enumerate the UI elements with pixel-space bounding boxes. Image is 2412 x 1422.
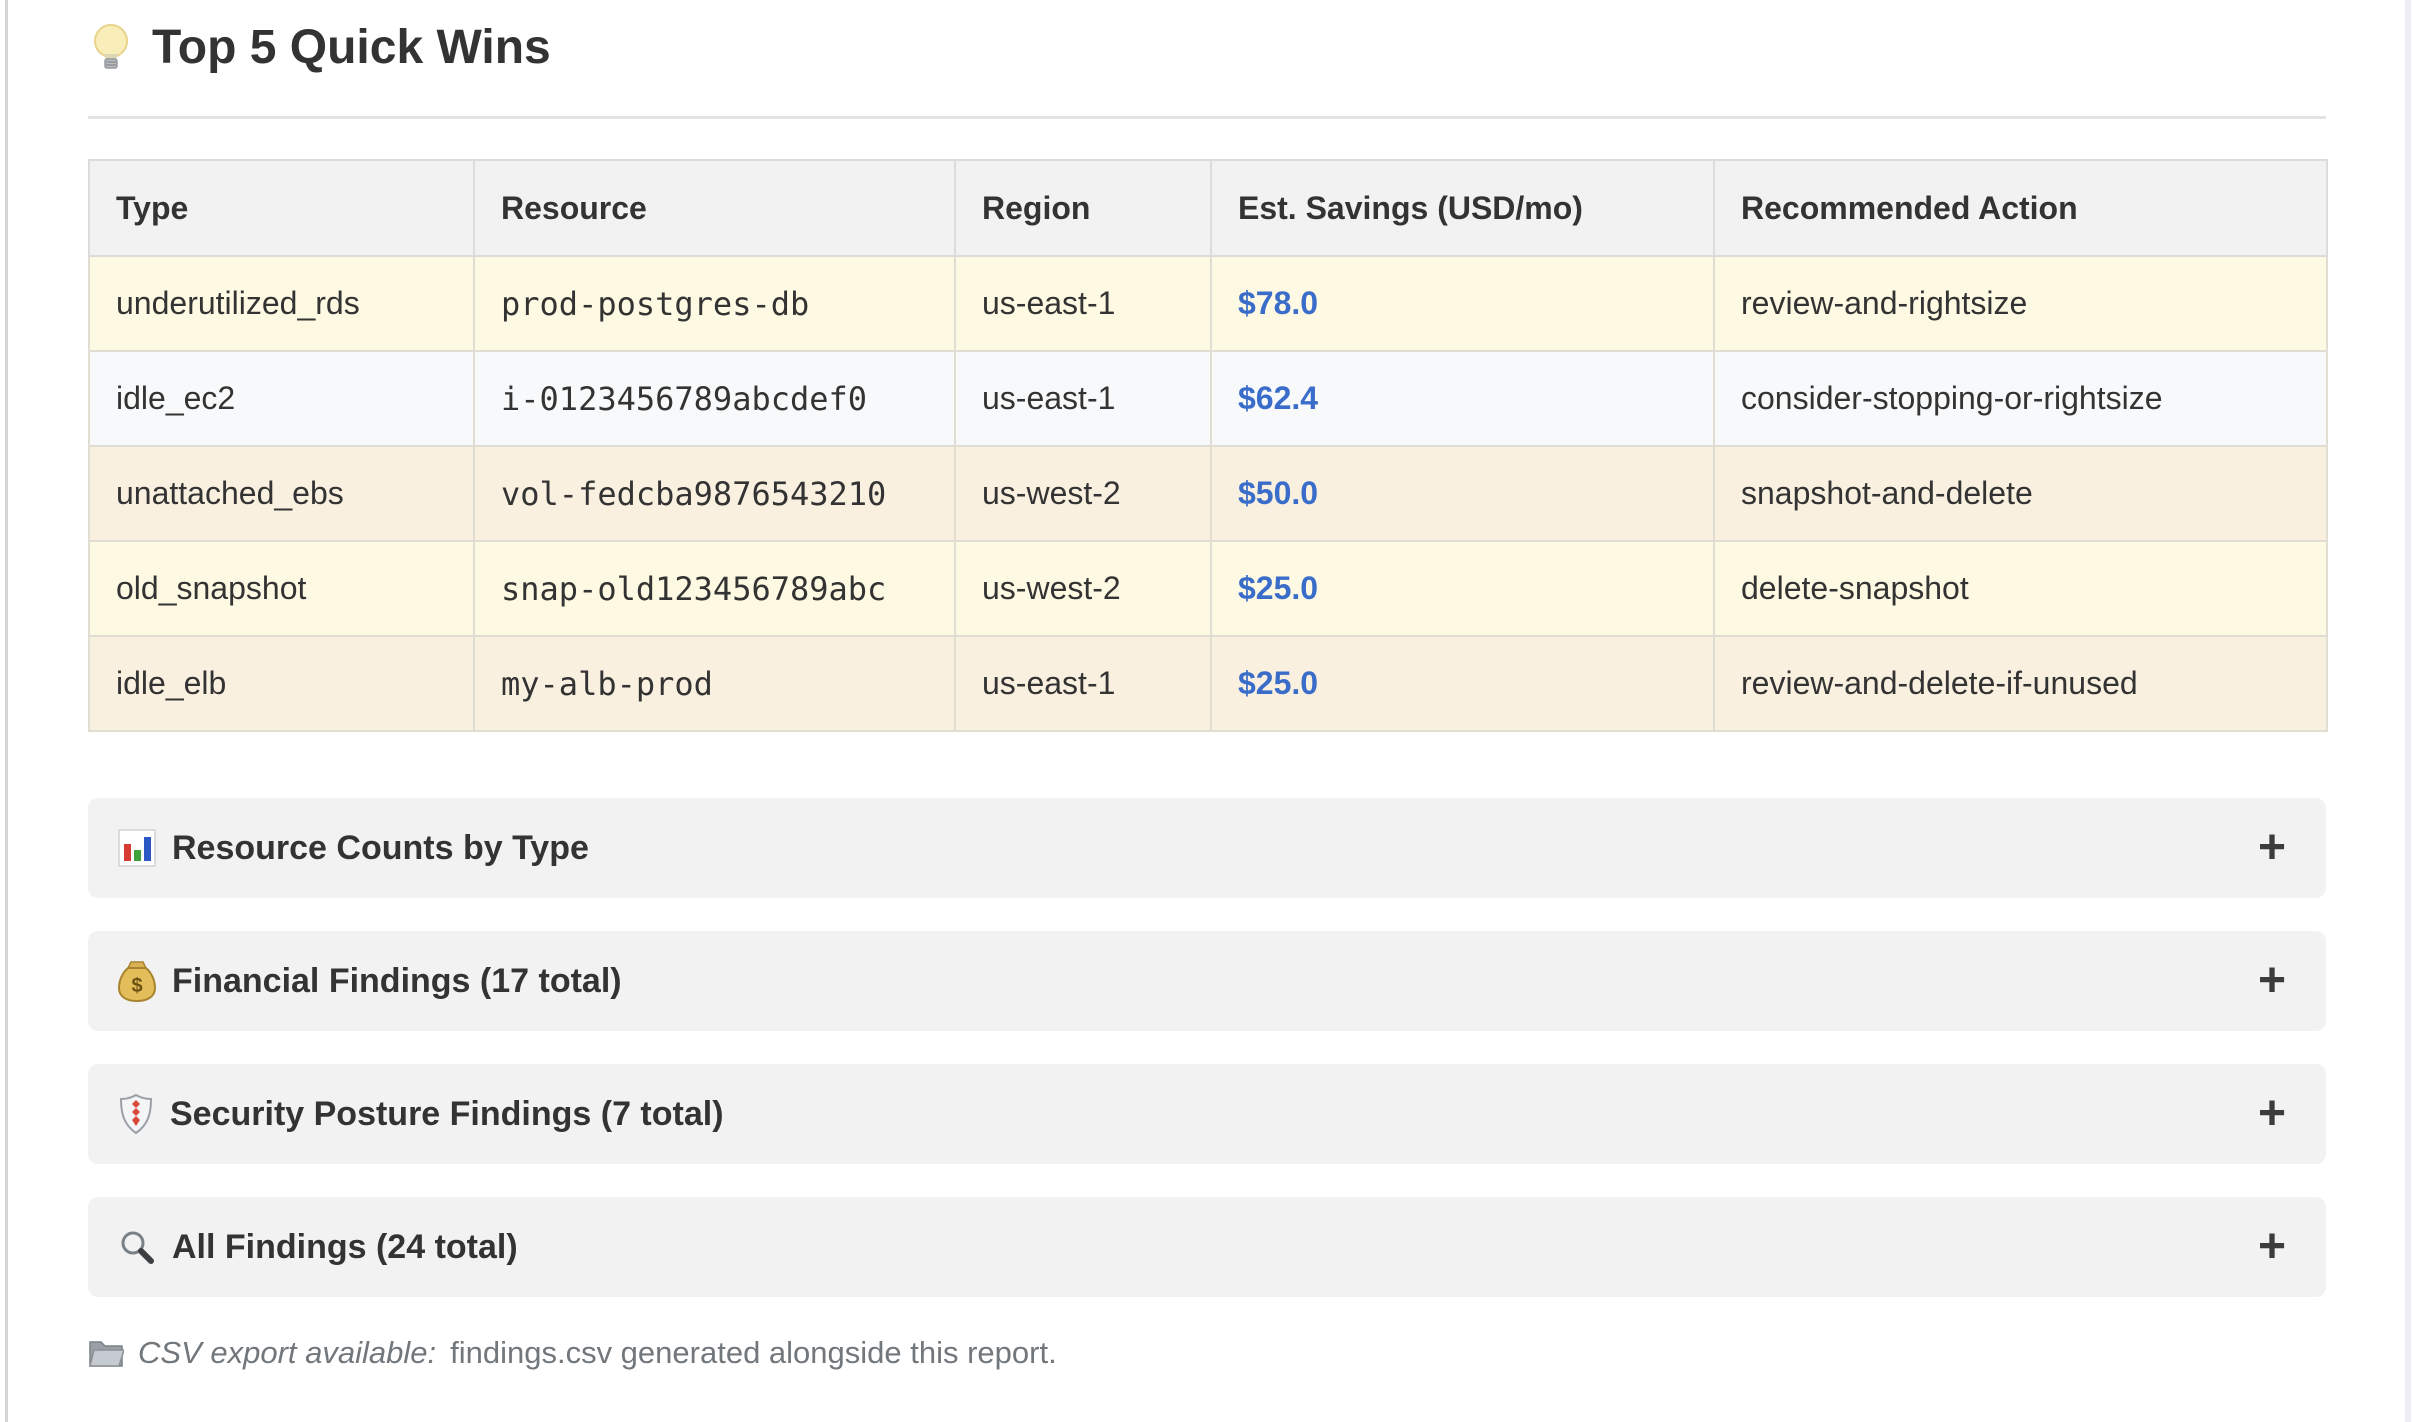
action-cell: review-and-delete-if-unused xyxy=(1713,635,2328,732)
resource-cell: my-alb-prod xyxy=(473,635,956,732)
savings-cell: $62.4 xyxy=(1210,350,1715,447)
type-cell: old_snapshot xyxy=(88,540,475,637)
column-header-region: Region xyxy=(954,159,1212,257)
savings-cell: $78.0 xyxy=(1210,255,1715,352)
lightbulb-icon xyxy=(88,22,134,74)
region-cell: us-east-1 xyxy=(954,635,1212,732)
svg-text:$: $ xyxy=(131,975,142,997)
column-header-savings: Est. Savings (USD/mo) xyxy=(1210,159,1715,257)
folder-icon xyxy=(88,1338,124,1368)
expand-plus-icon[interactable]: + xyxy=(2257,954,2286,1007)
section-label: All Findings (24 total) xyxy=(172,1227,518,1266)
type-cell: unattached_ebs xyxy=(88,445,475,542)
table-header-row: Type Resource Region Est. Savings (USD/m… xyxy=(88,159,2328,257)
table-row: underutilized_rds prod-postgres-db us-ea… xyxy=(88,255,2328,352)
column-header-type: Type xyxy=(88,159,475,257)
region-cell: us-east-1 xyxy=(954,255,1212,352)
savings-cell: $50.0 xyxy=(1210,445,1715,542)
section-label: Financial Findings (17 total) xyxy=(172,961,622,1000)
section-financial-findings[interactable]: $ Financial Findings (17 total) + xyxy=(88,931,2326,1031)
action-cell: review-and-rightsize xyxy=(1713,255,2328,352)
expand-plus-icon[interactable]: + xyxy=(2257,1220,2286,1273)
magnifier-icon xyxy=(118,1228,156,1266)
csv-export-note: CSV export available: findings.csv gener… xyxy=(88,1335,2326,1371)
region-cell: us-west-2 xyxy=(954,445,1212,542)
bar-chart-icon xyxy=(118,829,156,867)
table-row: idle_elb my-alb-prod us-east-1 $25.0 rev… xyxy=(88,635,2328,732)
section-label: Resource Counts by Type xyxy=(172,828,589,867)
expand-plus-icon[interactable]: + xyxy=(2257,1087,2286,1140)
type-cell: underutilized_rds xyxy=(88,255,475,352)
csv-note-regular-text: findings.csv generated alongside this re… xyxy=(450,1335,1057,1370)
resource-cell: prod-postgres-db xyxy=(473,255,956,352)
resource-cell: i-0123456789abcdef0 xyxy=(473,350,956,447)
type-cell: idle_ec2 xyxy=(88,350,475,447)
region-cell: us-west-2 xyxy=(954,540,1212,637)
section-security-findings[interactable]: Security Posture Findings (7 total) + xyxy=(88,1064,2326,1164)
window-left-border xyxy=(5,0,8,1422)
report-content: Top 5 Quick Wins Type Resource Region Es… xyxy=(88,0,2328,1371)
csv-note-italic-text: CSV export available: xyxy=(138,1335,437,1370)
table-row: old_snapshot snap-old123456789abc us-wes… xyxy=(88,540,2328,637)
action-cell: snapshot-and-delete xyxy=(1713,445,2328,542)
section-label: Security Posture Findings (7 total) xyxy=(170,1094,724,1133)
shield-icon xyxy=(118,1093,154,1135)
resource-cell: snap-old123456789abc xyxy=(473,540,956,637)
savings-cell: $25.0 xyxy=(1210,540,1715,637)
type-cell: idle_elb xyxy=(88,635,475,732)
scrollbar-track[interactable] xyxy=(2405,0,2411,1422)
title-divider xyxy=(88,116,2326,119)
resource-cell: vol-fedcba9876543210 xyxy=(473,445,956,542)
action-cell: delete-snapshot xyxy=(1713,540,2328,637)
section-resource-counts[interactable]: Resource Counts by Type + xyxy=(88,798,2326,898)
column-header-action: Recommended Action xyxy=(1713,159,2328,257)
column-header-resource: Resource xyxy=(473,159,956,257)
page-title: Top 5 Quick Wins xyxy=(88,16,2326,80)
table-row: unattached_ebs vol-fedcba9876543210 us-w… xyxy=(88,445,2328,542)
quick-wins-table: Type Resource Region Est. Savings (USD/m… xyxy=(88,159,2328,732)
page-title-text: Top 5 Quick Wins xyxy=(152,21,551,74)
savings-cell: $25.0 xyxy=(1210,635,1715,732)
expand-plus-icon[interactable]: + xyxy=(2257,821,2286,874)
region-cell: us-east-1 xyxy=(954,350,1212,447)
money-bag-icon: $ xyxy=(118,959,156,1003)
action-cell: consider-stopping-or-rightsize xyxy=(1713,350,2328,447)
section-all-findings[interactable]: All Findings (24 total) + xyxy=(88,1197,2326,1297)
table-row: idle_ec2 i-0123456789abcdef0 us-east-1 $… xyxy=(88,350,2328,447)
